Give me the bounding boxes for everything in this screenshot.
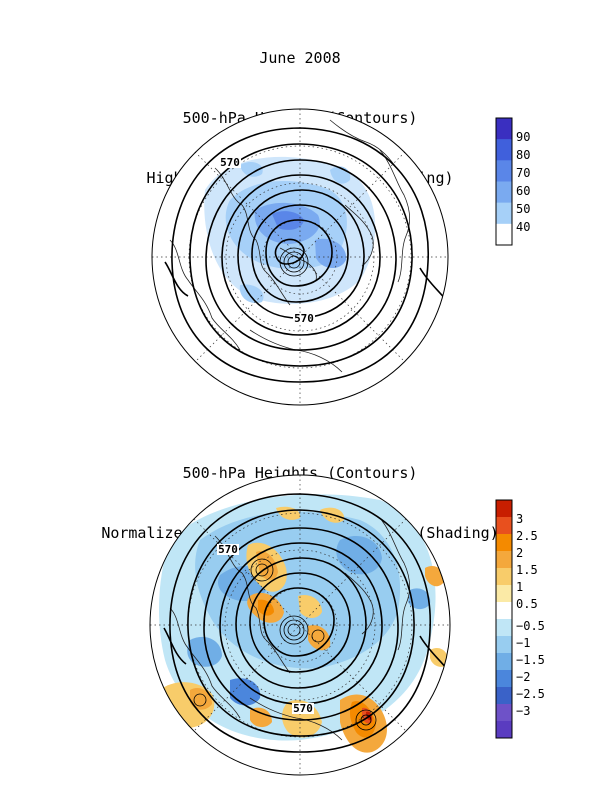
bottom-contour-label-570-b: 570	[293, 702, 313, 715]
top-polar-map: 570 570	[151, 108, 449, 406]
bottom-colorbar-label-neg-1: −1	[516, 636, 530, 650]
bottom-polar-map: 570 570	[149, 474, 451, 776]
top-colorbar-swatch	[496, 223, 512, 246]
bottom-colorbar-label-neg-0-5: −0.5	[516, 619, 545, 633]
bottom-colorbar-swatch	[496, 636, 512, 654]
bottom-colorbar-label-neg-2: −2	[516, 670, 530, 684]
bottom-map-border	[149, 474, 451, 776]
top-height-contours	[164, 127, 447, 383]
bottom-contour-label-570-a: 570	[218, 543, 238, 556]
bottom-colorbar-label-neg-3: −3	[516, 704, 530, 718]
top-colorbar-swatch	[496, 160, 512, 182]
bottom-colorbar-swatch	[496, 670, 512, 688]
bottom-colorbar-swatch	[496, 619, 512, 637]
top-graticule	[152, 109, 448, 405]
bottom-colorbar-label-0-5: 0.5	[516, 597, 538, 611]
bottom-colorbar-label-2-5: 2.5	[516, 529, 538, 543]
top-contour-label-570-b: 570	[294, 312, 314, 325]
bottom-colorbar-swatch	[496, 534, 512, 552]
bottom-height-contours	[163, 493, 447, 753]
bottom-colorbar-swatch	[496, 704, 512, 722]
bottom-colorbar-frame	[495, 499, 513, 739]
bottom-colorbar-label-neg-2-5: −2.5	[516, 687, 545, 701]
bottom-polar-contour-loops	[193, 558, 377, 731]
bottom-colorbar-label-1-5: 1.5	[516, 563, 538, 577]
bottom-colorbar-swatch	[496, 551, 512, 569]
top-colorbar-label-50: 50	[516, 202, 530, 216]
bottom-coastlines	[169, 517, 410, 741]
top-contour-label-570-a: 570	[220, 156, 240, 169]
top-title-line-1: June 2008	[259, 49, 341, 67]
top-coastlines	[169, 119, 410, 373]
bottom-colorbar-swatch	[496, 585, 512, 603]
top-polar-contour-loops	[279, 247, 309, 277]
bottom-colorbar-swatch	[496, 602, 512, 620]
bottom-colorbar-swatch	[496, 500, 512, 518]
top-colorbar-label-90: 90	[516, 130, 530, 144]
top-colorbar-label-40: 40	[516, 220, 530, 234]
top-map-border	[151, 108, 449, 406]
top-colorbar-label-70: 70	[516, 166, 530, 180]
bottom-colorbar-swatch	[496, 517, 512, 535]
bottom-colorbar-swatch	[496, 721, 512, 739]
bottom-colorbar: 3 2.5 2 1.5 1 0.5 −0.5 −1 −1.5 −2 −2.5 −…	[495, 499, 545, 739]
bottom-colorbar-swatch	[496, 568, 512, 586]
top-colorbar: 90 80 70 60 50 40	[495, 117, 530, 246]
bottom-colorbar-label-2: 2	[516, 546, 523, 560]
bottom-colorbar-label-neg-1-5: −1.5	[516, 653, 545, 667]
top-colorbar-swatch	[496, 202, 512, 225]
bottom-colorbar-label-3: 3	[516, 512, 523, 526]
bottom-colorbar-swatch	[496, 687, 512, 705]
bottom-colorbar-swatch	[496, 653, 512, 671]
top-colorbar-label-80: 80	[516, 148, 530, 162]
top-colorbar-swatch	[496, 118, 512, 140]
top-colorbar-swatch	[496, 181, 512, 203]
top-colorbar-label-60: 60	[516, 184, 530, 198]
bottom-colorbar-label-1: 1	[516, 580, 523, 594]
top-colorbar-frame	[495, 117, 513, 246]
top-colorbar-swatch	[496, 139, 512, 161]
